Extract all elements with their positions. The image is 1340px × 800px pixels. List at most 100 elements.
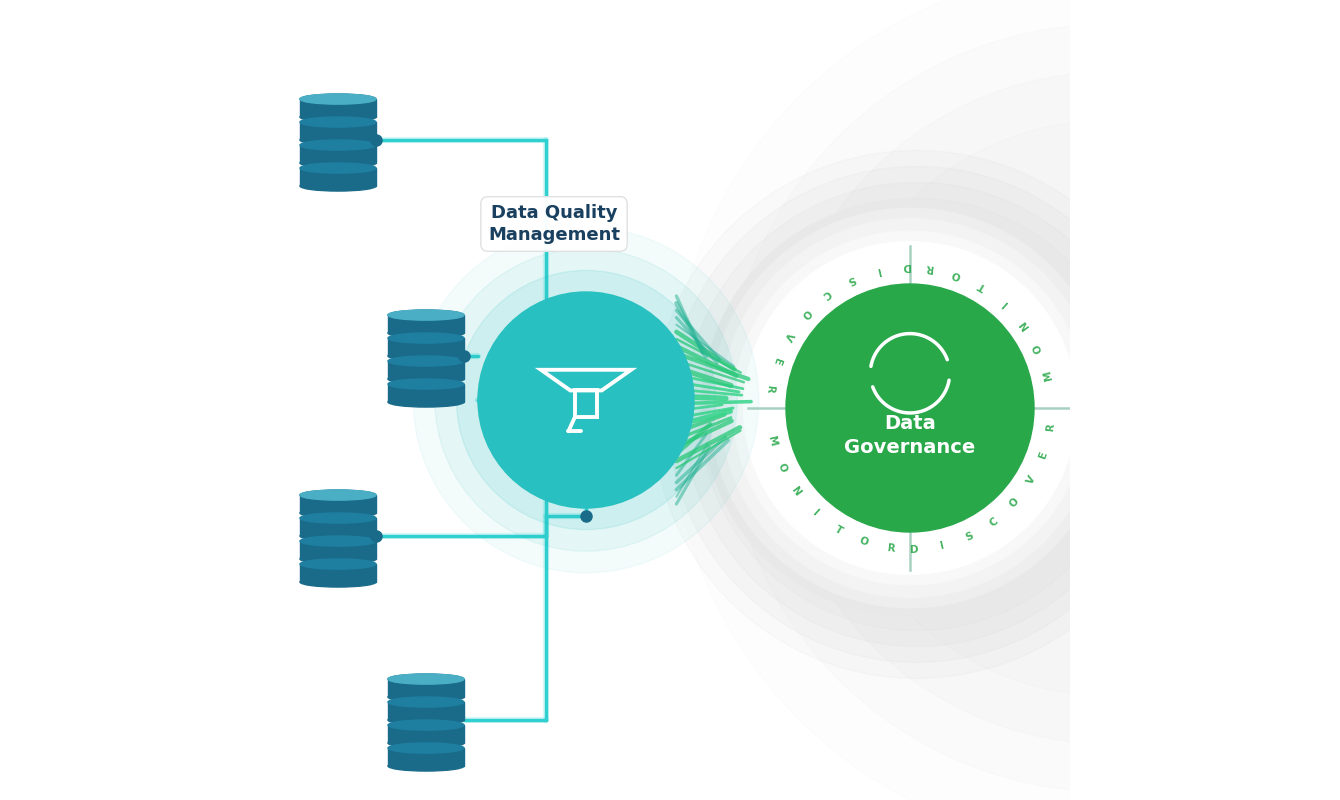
Bar [389, 384, 464, 402]
Text: O: O [950, 268, 962, 281]
Bar [300, 564, 377, 582]
Circle shape [701, 198, 1132, 630]
Ellipse shape [389, 720, 464, 730]
Bar [300, 168, 377, 186]
Text: N: N [1017, 318, 1030, 330]
Ellipse shape [389, 738, 464, 748]
Ellipse shape [300, 117, 377, 127]
Ellipse shape [389, 328, 464, 338]
Circle shape [413, 227, 758, 573]
Text: S: S [846, 274, 856, 286]
Bar [389, 338, 464, 356]
Ellipse shape [389, 351, 464, 361]
Circle shape [434, 249, 737, 551]
Bar [389, 315, 464, 333]
Circle shape [702, 200, 1118, 616]
Circle shape [685, 182, 1148, 646]
Text: R: R [887, 542, 896, 554]
Ellipse shape [300, 536, 377, 546]
Text: I: I [1000, 298, 1009, 308]
Ellipse shape [389, 697, 464, 707]
Text: O: O [776, 462, 788, 474]
Text: N: N [789, 486, 803, 498]
Ellipse shape [389, 310, 464, 320]
Text: V: V [783, 330, 795, 342]
Ellipse shape [300, 181, 377, 191]
Text: E: E [770, 356, 783, 366]
Circle shape [726, 24, 1340, 792]
Text: T: T [976, 280, 988, 292]
Ellipse shape [300, 559, 377, 569]
Ellipse shape [300, 490, 377, 500]
Ellipse shape [389, 674, 464, 684]
Ellipse shape [389, 310, 464, 320]
Text: D: D [902, 262, 910, 272]
Ellipse shape [389, 715, 464, 725]
Circle shape [710, 208, 1110, 608]
Bar [300, 541, 377, 559]
Text: O: O [1008, 497, 1021, 510]
Bar [389, 725, 464, 743]
Ellipse shape [300, 94, 377, 104]
Ellipse shape [300, 513, 377, 523]
Ellipse shape [300, 508, 377, 518]
Circle shape [653, 150, 1181, 678]
Circle shape [478, 292, 694, 508]
Ellipse shape [389, 379, 464, 389]
Bar [300, 99, 377, 117]
Text: C: C [988, 516, 1000, 528]
Text: S: S [963, 530, 974, 542]
Circle shape [787, 284, 1034, 532]
Bar [300, 518, 377, 536]
Circle shape [733, 231, 1087, 585]
Text: R: R [764, 384, 776, 394]
Text: I: I [875, 265, 880, 276]
Ellipse shape [300, 490, 377, 500]
Text: M: M [1041, 369, 1053, 381]
Bar [389, 361, 464, 379]
Ellipse shape [389, 743, 464, 753]
Circle shape [721, 218, 1099, 598]
Ellipse shape [300, 531, 377, 541]
Ellipse shape [389, 397, 464, 407]
Text: Data
Governance: Data Governance [844, 414, 976, 457]
Ellipse shape [300, 158, 377, 168]
Text: T: T [832, 524, 844, 536]
Text: O: O [1032, 342, 1045, 354]
Text: I: I [939, 540, 946, 551]
Text: R: R [923, 262, 933, 274]
Bar [575, 390, 598, 418]
Text: V: V [1025, 474, 1038, 486]
Bar [389, 702, 464, 720]
Ellipse shape [300, 112, 377, 122]
Ellipse shape [389, 674, 464, 684]
Circle shape [744, 242, 1076, 574]
Circle shape [775, 72, 1340, 744]
Ellipse shape [300, 135, 377, 145]
Circle shape [457, 270, 716, 530]
Ellipse shape [300, 140, 377, 150]
Ellipse shape [300, 554, 377, 564]
Circle shape [669, 166, 1164, 662]
Text: E: E [1037, 450, 1049, 460]
Ellipse shape [389, 356, 464, 366]
Bar [389, 679, 464, 697]
Bar [300, 145, 377, 163]
Text: I: I [811, 508, 820, 518]
Bar [300, 495, 377, 513]
Ellipse shape [389, 374, 464, 384]
Ellipse shape [389, 761, 464, 771]
Text: C: C [820, 288, 832, 300]
Text: D: D [910, 544, 919, 554]
Ellipse shape [300, 163, 377, 173]
Text: Data Quality
Management: Data Quality Management [488, 204, 620, 244]
Bar [300, 122, 377, 140]
Ellipse shape [389, 692, 464, 702]
Text: R: R [1045, 422, 1056, 432]
Ellipse shape [300, 94, 377, 104]
Circle shape [748, 246, 1072, 570]
Ellipse shape [300, 577, 377, 587]
Ellipse shape [389, 333, 464, 343]
Text: O: O [799, 306, 812, 319]
Text: M: M [766, 435, 779, 447]
